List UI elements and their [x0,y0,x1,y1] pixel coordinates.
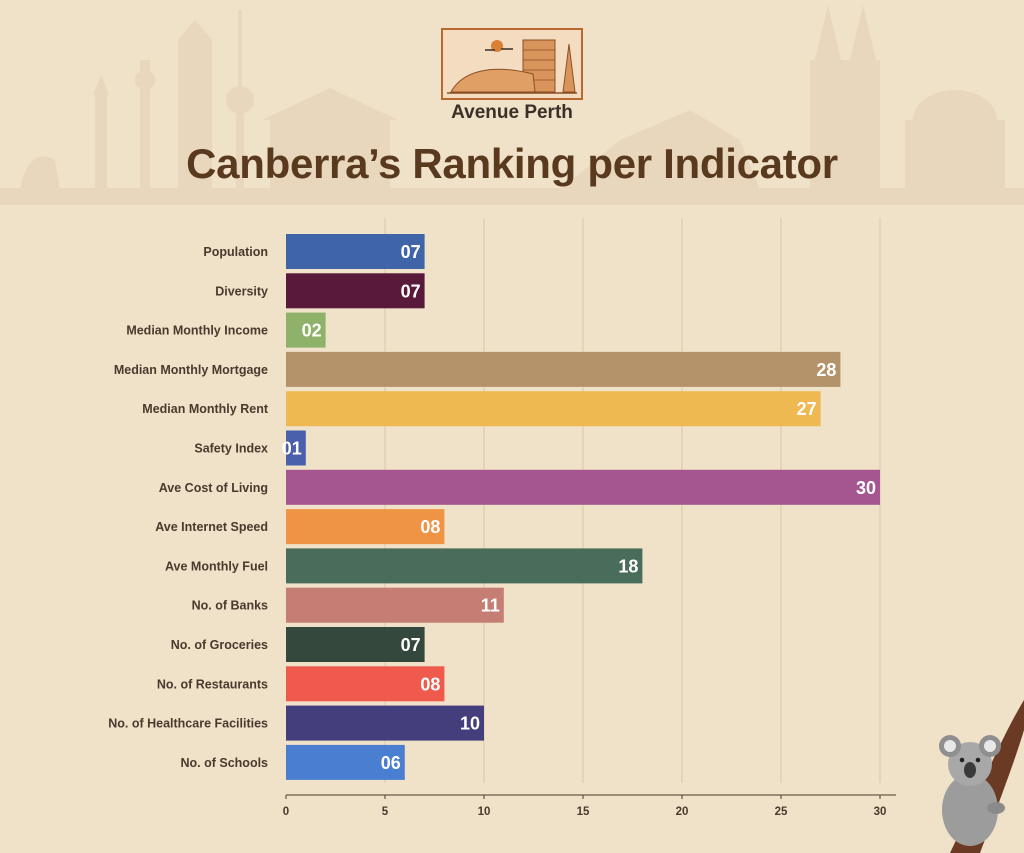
bar [286,469,880,505]
bar [286,627,425,662]
value-label: 10 [460,714,480,734]
category-label: Median Monthly Rent [142,402,269,416]
category-label: Ave Cost of Living [159,481,268,495]
x-tick-label: 0 [283,806,289,818]
value-label: 07 [401,281,421,301]
value-label: 02 [302,321,322,341]
bar [286,666,445,702]
bar [286,351,841,387]
bar [286,587,504,623]
category-labels: Population Diversity Median Monthly Income… [108,245,269,770]
skyline-background [0,5,1024,205]
bar [286,744,405,780]
category-label: Ave Internet Speed [155,520,268,534]
x-tick-label: 10 [478,806,491,818]
value-label: 08 [420,674,440,694]
bar [286,234,425,269]
logo [441,28,583,100]
category-label: Median Monthly Income [126,324,268,338]
bars [286,234,880,780]
category-label: No. of Groceries [171,638,268,652]
category-label: No. of Schools [181,756,269,770]
value-label: 11 [481,596,500,616]
value-label: 30 [856,478,876,498]
value-label: 27 [797,399,817,419]
x-tick-label: 25 [775,806,788,818]
chart-title: Canberra’s Ranking per Indicator [186,140,838,187]
category-label: Median Monthly Mortgage [114,363,268,377]
bar [286,312,326,348]
bar [286,273,425,309]
value-label: 06 [381,753,401,773]
category-label: Ave Monthly Fuel [165,559,268,573]
category-label: Diversity [215,284,268,298]
value-label: 07 [401,242,421,262]
value-label: 01 [282,439,302,459]
value-label: 18 [618,556,638,576]
x-tick-label: 5 [382,806,389,818]
logo-illustration [447,39,577,94]
value-label: 08 [420,517,440,537]
brand-name: Avenue Perth [451,102,573,123]
category-label: No. of Healthcare Facilities [108,717,268,731]
x-tick-label: 20 [676,806,689,818]
category-label: No. of Banks [192,599,268,613]
bar [286,430,306,466]
value-label: 28 [816,360,836,380]
bar [286,391,821,427]
category-label: No. of Restaurants [157,677,268,691]
x-tick-label: 30 [874,806,887,818]
category-label: Population [203,245,268,259]
koala-illustration [939,700,1024,853]
x-tick-label: 15 [577,806,590,818]
value-label: 07 [401,635,421,655]
x-axis: 0 5 10 15 20 25 30 [283,794,896,818]
value-labels: 07 07 02 28 27 01 30 08 18 11 07 08 10 06 [282,242,876,773]
bar [286,705,484,741]
bar [286,509,445,545]
bar [286,548,643,584]
category-label: Safety Index [194,442,268,456]
